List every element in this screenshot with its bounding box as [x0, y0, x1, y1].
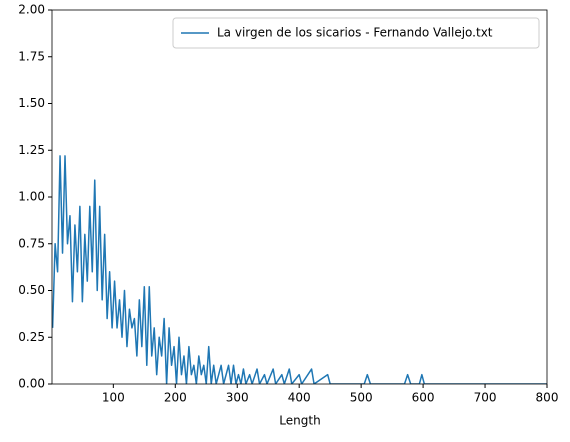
legend: La virgen de los sicarios - Fernando Val…: [172, 17, 540, 49]
x-tick-label: 200: [164, 391, 187, 405]
y-tick-label: 1.25: [18, 143, 45, 157]
x-tick-label: 300: [226, 391, 249, 405]
y-tick-label: 2.00: [18, 3, 45, 17]
x-tick-label: 400: [288, 391, 311, 405]
legend-label: La virgen de los sicarios - Fernando Val…: [217, 26, 493, 40]
axes-frame: [51, 9, 548, 385]
x-tick-label: 800: [536, 391, 559, 405]
data-line: [52, 155, 547, 384]
y-tick-label: 0.50: [18, 283, 45, 297]
y-tick-label: 0.25: [18, 330, 45, 344]
plot-area: [52, 155, 547, 384]
y-tick-label: 1.00: [18, 190, 45, 204]
x-tick-label: 100: [102, 391, 125, 405]
x-tick-label: 500: [350, 391, 373, 405]
y-tick-label: 1.75: [18, 49, 45, 63]
x-axis-label: Length: [279, 414, 320, 428]
y-tick-label: 0.00: [18, 377, 45, 391]
legend-box: [172, 17, 540, 49]
x-tick-label: 700: [474, 391, 497, 405]
x-tick-label: 600: [412, 391, 435, 405]
y-tick-label: 1.50: [18, 96, 45, 110]
y-tick-label: 0.75: [18, 236, 45, 250]
